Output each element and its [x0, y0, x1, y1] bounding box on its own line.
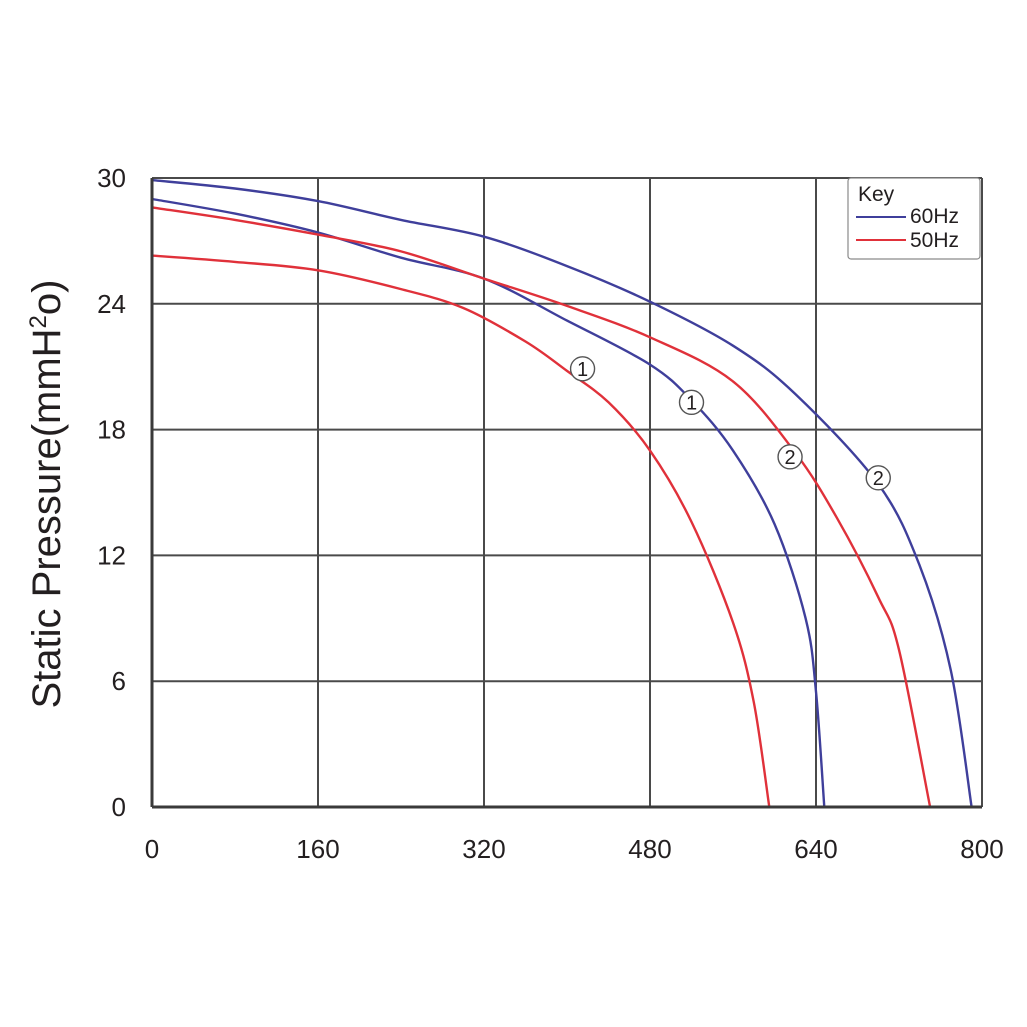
y-axis-label: Static Pressure(mmH2o) [25, 280, 69, 709]
legend-label-60hz: 60Hz [910, 205, 959, 228]
x-tick-label-800: 800 [960, 834, 1003, 864]
marker-circle [777, 444, 803, 470]
marker-label: 2 [873, 468, 884, 490]
curve-marker-1-60hz: 1 [678, 389, 705, 416]
x-tick-label-640: 640 [794, 834, 837, 864]
curve-marker-2-50hz: 2 [777, 444, 803, 470]
legend-box [847, 177, 981, 260]
y-tick-label-18: 18 [97, 415, 126, 445]
y-tick-labels: 0 6 12 18 24 30 [97, 163, 126, 822]
marker-label: 1 [686, 392, 697, 414]
curves [151, 178, 973, 808]
marker-label: 1 [577, 359, 588, 381]
curve-1-60hz [151, 197, 826, 808]
y-tick-label-12: 12 [97, 540, 126, 570]
y-tick-label-24: 24 [97, 289, 126, 319]
marker-circle [865, 465, 891, 491]
x-tick-label-160: 160 [296, 834, 339, 864]
curve-1-50hz [151, 254, 771, 808]
plot-frame [150, 178, 982, 809]
y-tick-label-6: 6 [112, 666, 126, 696]
marker-label: 2 [785, 447, 796, 469]
legend: Key 60Hz 50Hz [847, 177, 981, 260]
grid [151, 177, 983, 808]
x-tick-label-480: 480 [628, 834, 671, 864]
curve-markers: 1 1 2 2 [569, 356, 891, 491]
x-tick-labels: 0 160 320 480 640 800 [145, 834, 1004, 864]
y-tick-label-0: 0 [112, 792, 126, 822]
curve-marker-2-60hz: 2 [865, 465, 891, 491]
legend-title: Key [858, 183, 895, 206]
legend-label-50hz: 50Hz [910, 229, 959, 252]
y-tick-label-30: 30 [97, 163, 126, 193]
curve-2-60hz [151, 178, 973, 808]
curve-2-50hz [151, 206, 932, 808]
x-tick-label-0: 0 [145, 834, 159, 864]
marker-circle [678, 389, 705, 416]
curve-marker-1-50hz: 1 [569, 356, 596, 382]
x-tick-label-320: 320 [462, 834, 505, 864]
marker-circle [569, 356, 596, 382]
